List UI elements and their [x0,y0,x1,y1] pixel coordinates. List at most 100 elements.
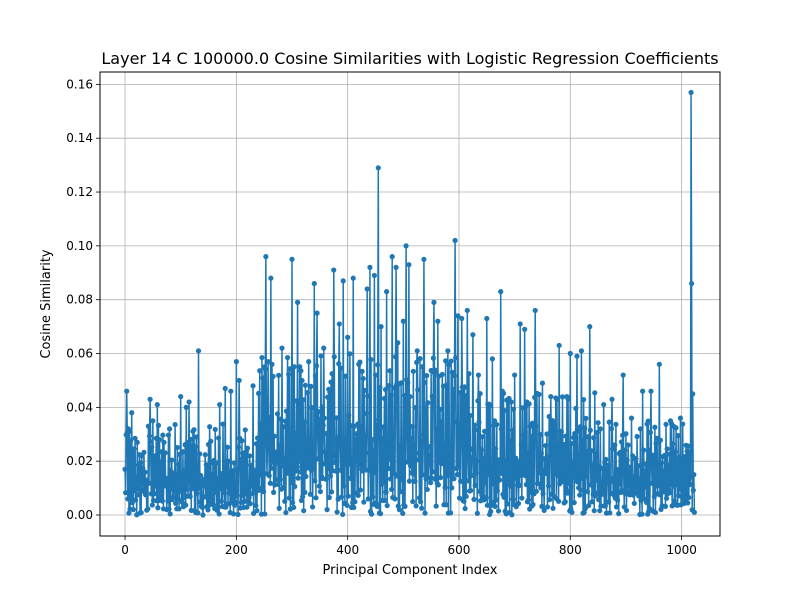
data-point [675,433,681,439]
data-point [466,371,472,377]
data-point [253,441,259,447]
data-point [677,415,684,421]
data-point [396,507,403,513]
data-point [138,460,144,466]
x-tick-label: 200 [225,543,248,557]
data-point [267,480,273,486]
data-point [392,354,399,360]
x-tick-label: 400 [336,543,359,557]
data-point [627,464,633,470]
data-point [273,449,280,455]
data-point [286,495,292,501]
data-point [656,361,662,367]
data-point [589,462,596,468]
data-point [489,356,495,362]
data-point [422,404,429,410]
data-point [525,497,532,503]
data-point [689,280,695,287]
data-point [375,362,381,368]
data-point [332,450,339,456]
data-point [271,433,277,439]
data-point [503,458,509,464]
data-point [337,467,344,473]
data-point [309,405,315,411]
data-point [643,461,649,467]
data-point [676,454,682,461]
data-point [595,420,601,426]
data-point [349,455,355,461]
data-point [441,441,448,447]
data-point [512,475,518,481]
data-point [214,476,221,482]
data-point [292,483,298,490]
data-point [594,490,601,496]
data-point [577,424,583,430]
data-point [457,389,463,396]
data-point [670,441,676,447]
data-point [606,499,612,505]
data-point [341,438,347,444]
data-point [321,415,327,421]
data-point [400,318,406,324]
data-point [507,438,513,444]
data-point [597,426,603,432]
data-point [498,289,504,295]
data-point [291,504,297,511]
data-point [686,494,692,501]
x-tick-label: 1000 [666,543,697,557]
data-point [236,377,242,384]
data-point [593,477,600,483]
data-point [298,368,304,374]
data-point [537,469,543,476]
data-point [368,356,374,363]
data-point [325,465,331,472]
data-point [556,498,562,504]
data-point [628,415,635,421]
data-point [620,372,626,378]
data-point [379,436,385,442]
data-point [350,275,356,281]
data-point [136,492,142,498]
data-point [629,486,635,493]
data-point [217,485,223,491]
data-point [209,472,215,478]
data-point [153,483,159,489]
data-point [244,504,250,510]
data-point [417,499,424,505]
data-point [449,485,455,491]
data-point [143,492,149,498]
data-point [469,472,475,479]
data-point [187,477,193,483]
data-point [145,423,152,429]
data-point [141,449,147,455]
data-point [523,481,529,488]
data-point [432,476,438,482]
data-point [686,449,692,455]
data-point [587,427,593,433]
data-point [163,483,169,489]
data-point [209,498,216,504]
data-point [431,299,437,305]
data-point [666,451,672,457]
data-point [473,470,479,476]
data-point [219,471,225,477]
data-point [573,405,579,412]
data-point [387,368,393,374]
data-point [412,478,418,484]
data-point [464,438,470,444]
data-point [148,438,154,445]
data-point [541,507,547,514]
data-point [579,437,586,443]
data-point [532,307,538,314]
data-point [649,480,655,486]
data-point [530,501,536,508]
data-point [451,373,458,379]
data-point [416,495,423,501]
data-point [204,463,211,470]
data-point [471,496,477,502]
data-point [344,502,350,508]
data-point [470,332,476,338]
data-point [430,469,436,475]
data-point [248,483,254,489]
data-point [600,490,606,496]
